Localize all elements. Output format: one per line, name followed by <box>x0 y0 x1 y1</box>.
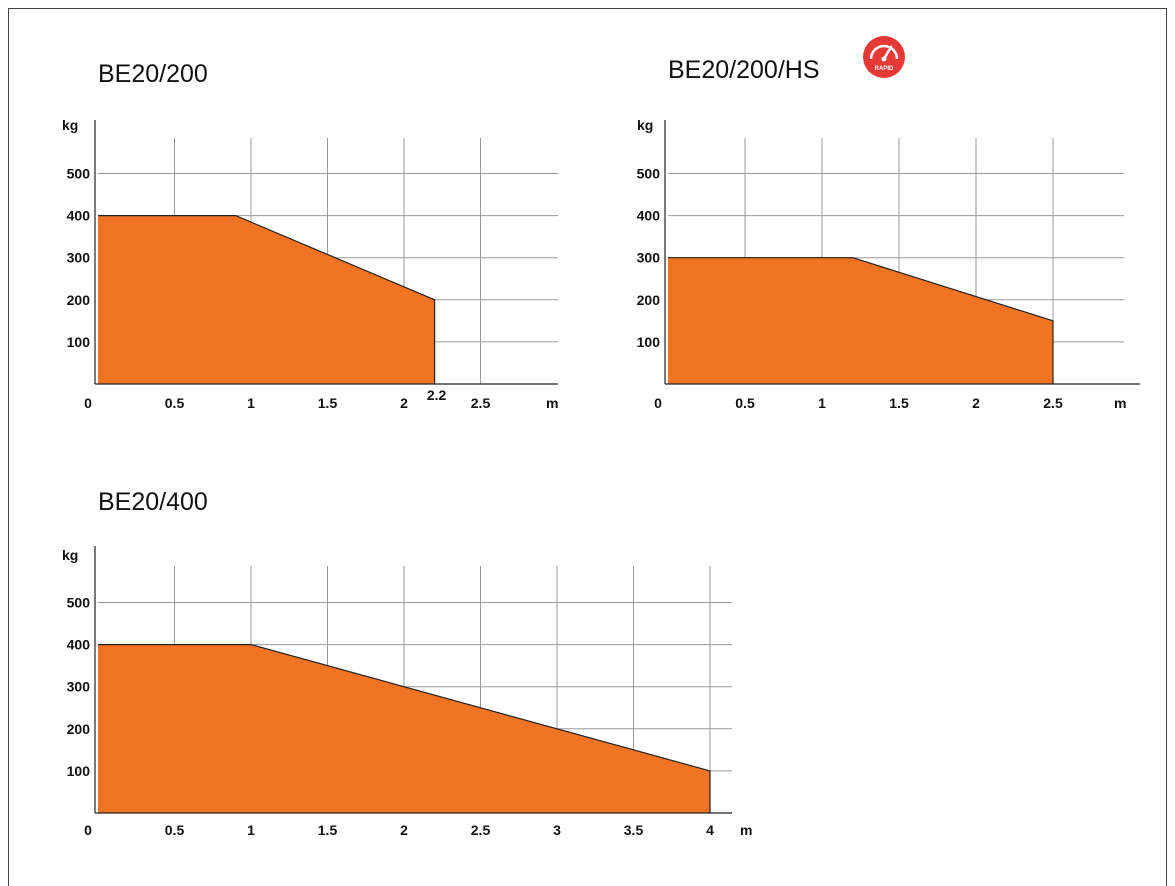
x-tick-label: 0.5 <box>735 395 755 411</box>
chart-title: BE20/400 <box>98 488 208 516</box>
y-tick-label: 300 <box>67 250 91 266</box>
x-tick-label: 2.5 <box>1043 395 1063 411</box>
chart-title: BE20/200 <box>98 60 208 88</box>
x-axis-unit: m <box>740 822 752 838</box>
x-axis-unit: m <box>546 395 558 411</box>
x-tick-label: 3 <box>553 822 561 838</box>
page-frame <box>8 8 1167 886</box>
badge-label: RAPID <box>875 66 894 72</box>
x-tick-label: 4 <box>706 822 714 838</box>
series-boundary <box>668 257 1054 384</box>
x-tick-label: 3.5 <box>624 822 644 838</box>
y-tick-label: 100 <box>67 334 91 350</box>
x-tick-label: 2 <box>400 395 408 411</box>
y-tick-label: 500 <box>67 166 91 182</box>
badge-hub <box>881 56 887 62</box>
series-area <box>98 644 710 813</box>
x-tick-label: 1 <box>818 395 826 411</box>
x-tick-label: 2 <box>400 822 408 838</box>
series-boundary <box>98 215 436 384</box>
series-area <box>98 215 435 384</box>
x-tick-label: 0 <box>84 395 92 411</box>
series-boundary <box>98 644 711 813</box>
x-tick-label: 2.5 <box>471 822 491 838</box>
y-tick-label: 100 <box>637 334 661 350</box>
badge-dial <box>869 44 899 60</box>
series-area <box>668 257 1053 384</box>
y-tick-label: 400 <box>67 208 91 224</box>
x-tick-label: 0.5 <box>165 822 185 838</box>
x-tick-label: 1.5 <box>318 822 338 838</box>
y-tick-label: 300 <box>67 679 91 695</box>
x-tick-label: 2.2 <box>427 387 447 403</box>
x-tick-label: 1 <box>247 395 255 411</box>
x-axis-unit: m <box>1114 395 1126 411</box>
y-axis-unit: kg <box>62 547 78 563</box>
x-tick-label: 0 <box>84 822 92 838</box>
y-tick-label: 200 <box>637 292 661 308</box>
chart-be20-400: BE20/400 100 200 300 400 500 kg 0 0.5 1 1.5 2 2.5 3 3.… <box>62 488 752 838</box>
y-tick-label: 200 <box>67 292 91 308</box>
chart-be20-200: BE20/200 100 200 300 400 500 kg 0 0.5 1 1.5 2 2.2 2.5… <box>62 60 558 411</box>
y-axis-unit: kg <box>62 117 78 133</box>
x-tick-label: 2.5 <box>471 395 491 411</box>
y-tick-label: 200 <box>67 721 91 737</box>
x-tick-label: 1.5 <box>318 395 338 411</box>
x-tick-label: 0.5 <box>165 395 185 411</box>
chart-title: BE20/200/HS <box>668 56 820 84</box>
y-tick-label: 300 <box>637 250 661 266</box>
y-tick-label: 400 <box>67 637 91 653</box>
y-tick-label: 100 <box>67 763 91 779</box>
x-tick-label: 2 <box>972 395 980 411</box>
x-tick-label: 1 <box>247 822 255 838</box>
y-axis-unit: kg <box>637 117 653 133</box>
speedometer-icon: RAPID <box>863 36 905 78</box>
y-tick-label: 500 <box>67 595 91 611</box>
x-tick-label: 1.5 <box>889 395 909 411</box>
y-tick-label: 500 <box>637 166 661 182</box>
x-tick-label: 0 <box>654 395 662 411</box>
y-tick-label: 400 <box>637 208 661 224</box>
chart-be20-200-hs: BE20/200/HS RAPID 100 200 300 400 500 kg 0 0.5 1 1.… <box>637 36 1140 411</box>
